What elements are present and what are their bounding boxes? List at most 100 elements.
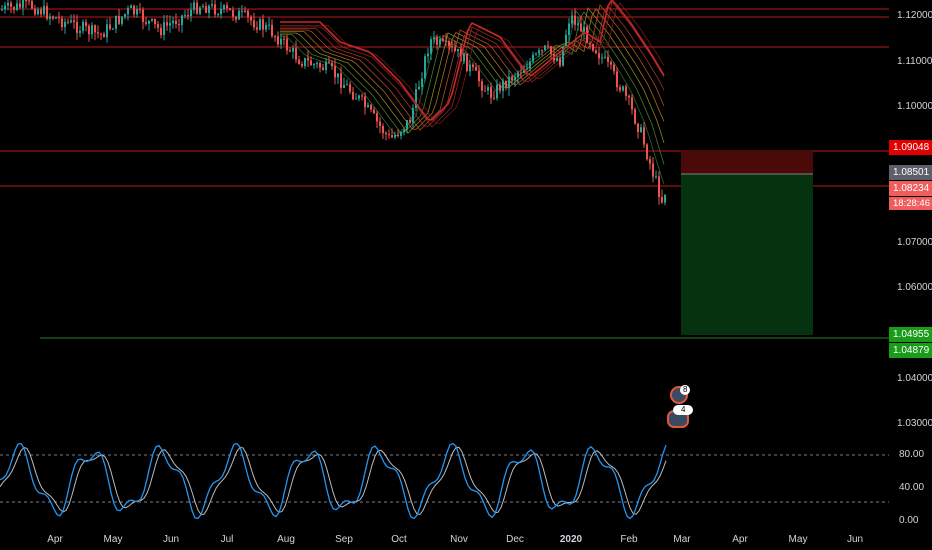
position-tool[interactable] [681,150,813,335]
candle-body [262,19,264,30]
profit-zone[interactable] [681,174,813,335]
candle-body [370,104,372,110]
candle-body [22,0,24,8]
candle-body [484,90,486,92]
candle-body [580,23,582,32]
candle-body [298,59,300,65]
candle-body [304,58,306,67]
candle-body [550,46,552,55]
candle-body [643,127,645,145]
candle-body [610,61,612,65]
candle-body [544,45,546,51]
price-tick: 1.11000 [897,56,932,67]
candle-body [154,18,156,24]
candle-body [136,9,138,15]
time-tick: Apr [732,534,748,545]
stochastic-k-line [0,442,667,520]
price-tick: 1.03000 [897,418,932,429]
candle-body [199,7,201,14]
candle-body [562,46,564,66]
candle-body [37,9,39,15]
candle-body [16,3,18,10]
time-tick: Mar [673,534,691,545]
candle-body [487,87,489,91]
candle-body [169,23,171,26]
candle-body [214,4,216,15]
candle-body [502,80,504,91]
candle-body [103,33,105,38]
candle-body [433,37,435,40]
candle-body [349,84,351,92]
candle-body [343,84,345,88]
candle-body [340,73,342,88]
candle-body [295,47,297,60]
support-price-label[interactable]: 1.04879 [889,343,932,358]
candle-body [283,38,285,40]
time-tick: Aug [277,534,295,545]
candle-body [232,10,234,17]
candle-body [577,23,579,25]
candle-body [520,72,522,74]
candle-body [373,109,375,114]
candle-body [583,26,585,32]
price-tick: 1.10000 [897,101,932,112]
candlesticks [1,0,666,206]
entry-price-label[interactable]: 1.08501 [889,165,932,180]
candle-body [415,89,417,108]
candle-body [13,6,15,10]
candle-body [259,19,261,30]
time-tick: Sep [335,534,353,545]
candle-body [307,58,309,61]
take-profit-price-label[interactable]: 1.04955 [889,327,932,342]
candle-body [394,134,396,138]
stochastic-d-line [0,446,667,516]
candle-body [133,5,135,15]
current-price-label[interactable]: 1.08234 [889,181,932,196]
candle-body [499,84,501,91]
candle-body [64,21,66,28]
candle-body [655,176,657,178]
candle-body [568,23,570,35]
candle-body [301,64,303,67]
candle-body [211,4,213,6]
candle-body [526,68,528,70]
candle-body [28,0,30,2]
bar-countdown: 18:28:46 [889,197,932,210]
candle-body [664,194,666,203]
stop-loss-price-label[interactable]: 1.09048 [889,140,932,155]
candle-body [598,53,600,59]
candle-body [649,159,651,164]
candle-body [244,10,246,12]
candle-body [352,91,354,100]
candle-body [379,121,381,127]
candle-body [481,81,483,91]
candle-body [31,0,33,9]
candle-body [4,5,6,10]
candle-body [52,16,54,19]
candle-body [364,96,366,108]
candle-body [280,38,282,45]
candle-body [160,27,162,36]
ema-ribbon-line [280,1,665,128]
candle-body [289,50,291,52]
event-count-badge: 4 [673,405,694,415]
oscillator-tick: 40.00 [899,482,925,493]
candle-body [46,6,48,19]
candle-body [196,2,198,14]
candle-body [163,22,165,36]
candle-body [625,86,627,96]
candle-body [157,23,159,28]
candle-body [616,71,618,88]
candle-body [472,64,474,68]
candle-body [172,20,174,24]
candle-body [361,95,363,97]
candle-body [451,45,453,48]
candle-body [130,5,132,8]
candle-body [469,64,471,72]
ema-ribbon-line [280,7,665,144]
candle-body [646,144,648,160]
candle-body [67,21,69,23]
stop-zone[interactable] [681,150,813,174]
candle-body [19,3,21,8]
